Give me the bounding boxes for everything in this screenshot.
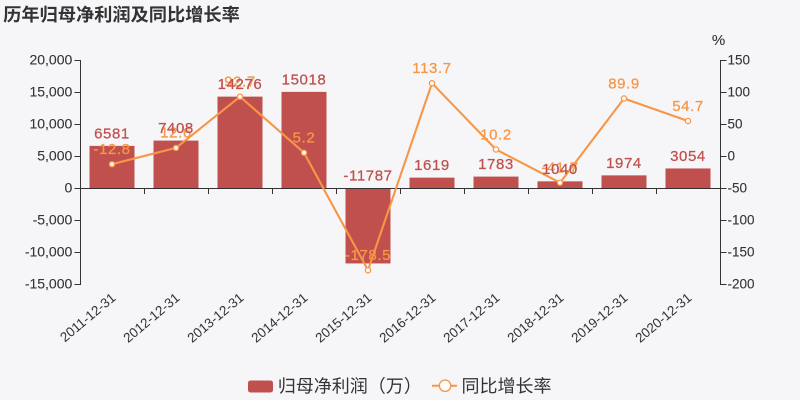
svg-text:-5,000: -5,000 bbox=[33, 211, 73, 227]
svg-text:1783: 1783 bbox=[478, 156, 514, 173]
svg-text:100: 100 bbox=[728, 85, 751, 100]
svg-text:-11787: -11787 bbox=[343, 168, 392, 185]
svg-text:7408: 7408 bbox=[158, 120, 194, 137]
svg-text:-50: -50 bbox=[728, 181, 748, 196]
svg-text:54.7: 54.7 bbox=[672, 98, 704, 115]
svg-text:10.2: 10.2 bbox=[480, 126, 512, 143]
svg-text:5,000: 5,000 bbox=[37, 147, 72, 163]
svg-text:-100: -100 bbox=[728, 213, 755, 228]
svg-text:3054: 3054 bbox=[670, 148, 706, 165]
svg-text:89.9: 89.9 bbox=[608, 75, 640, 92]
svg-text:14276: 14276 bbox=[218, 76, 263, 93]
svg-text:-12.8: -12.8 bbox=[93, 141, 130, 158]
svg-text:50: 50 bbox=[728, 117, 743, 132]
svg-text:-178.5: -178.5 bbox=[345, 247, 391, 264]
svg-text:1974: 1974 bbox=[606, 155, 642, 172]
svg-text:0: 0 bbox=[65, 179, 73, 195]
svg-text:6581: 6581 bbox=[94, 126, 130, 143]
svg-text:1040: 1040 bbox=[542, 161, 578, 178]
svg-text:-10,000: -10,000 bbox=[25, 243, 73, 259]
svg-text:-15,000: -15,000 bbox=[25, 275, 73, 291]
svg-text:5.2: 5.2 bbox=[293, 130, 316, 147]
svg-text:-41.7: -41.7 bbox=[541, 160, 578, 177]
svg-text:0: 0 bbox=[728, 149, 736, 164]
svg-text:10,000: 10,000 bbox=[29, 115, 72, 131]
svg-text:15018: 15018 bbox=[282, 72, 327, 89]
svg-text:1619: 1619 bbox=[414, 157, 450, 174]
svg-text:20,000: 20,000 bbox=[29, 51, 72, 67]
svg-text:15,000: 15,000 bbox=[29, 83, 72, 99]
svg-text:12.6: 12.6 bbox=[160, 125, 192, 142]
svg-text:%: % bbox=[712, 32, 725, 49]
svg-text:-150: -150 bbox=[728, 245, 755, 260]
svg-text:92.7: 92.7 bbox=[224, 74, 256, 91]
svg-text:113.7: 113.7 bbox=[412, 60, 451, 77]
svg-text:150: 150 bbox=[728, 53, 751, 68]
svg-text:-200: -200 bbox=[728, 277, 755, 292]
